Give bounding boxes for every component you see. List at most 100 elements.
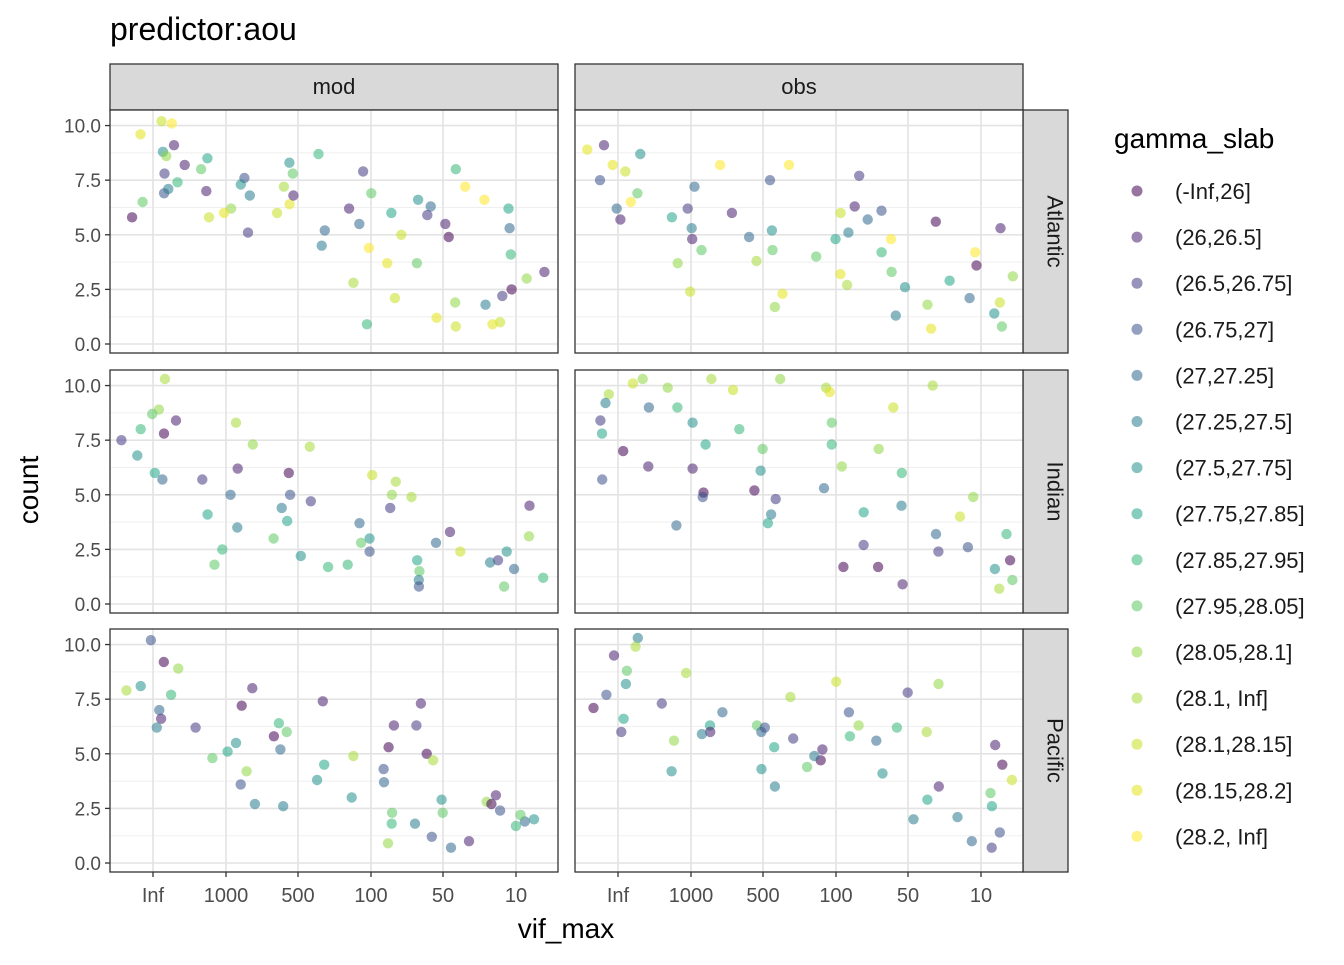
data-point xyxy=(158,656,169,668)
data-point xyxy=(970,247,981,258)
data-point xyxy=(343,203,355,214)
y-tick-label: 2.5 xyxy=(75,280,101,301)
data-point xyxy=(596,428,608,439)
data-point xyxy=(854,170,865,181)
data-point xyxy=(427,755,439,766)
data-point xyxy=(801,761,813,773)
strip-pacific xyxy=(1022,628,1069,873)
data-point xyxy=(386,207,397,219)
data-point xyxy=(304,441,315,452)
data-point xyxy=(431,312,442,323)
data-point xyxy=(217,544,228,555)
data-point xyxy=(273,718,285,729)
panel-border xyxy=(574,369,1024,614)
data-point xyxy=(510,820,522,832)
data-point xyxy=(168,140,180,151)
data-point xyxy=(996,321,1008,332)
data-point xyxy=(322,561,334,573)
data-point xyxy=(157,474,168,485)
data-point xyxy=(853,720,864,731)
data-point xyxy=(406,491,417,503)
data-point xyxy=(668,735,680,746)
data-point xyxy=(202,509,213,520)
data-point xyxy=(361,319,373,330)
data-point xyxy=(749,485,760,496)
panel-background xyxy=(110,629,558,872)
data-point xyxy=(765,509,777,520)
data-point xyxy=(283,467,294,479)
data-point xyxy=(284,157,295,168)
data-point xyxy=(682,203,693,214)
data-point xyxy=(764,175,776,186)
data-point xyxy=(902,687,913,698)
data-point xyxy=(831,676,842,687)
data-point xyxy=(896,500,907,511)
data-point xyxy=(386,807,398,818)
data-point xyxy=(190,722,201,733)
data-point xyxy=(313,148,324,160)
data-point xyxy=(235,779,246,790)
data-point xyxy=(524,500,535,511)
data-point xyxy=(1006,774,1018,786)
y-tick-label: 2.5 xyxy=(75,799,101,820)
legend-item-27-25-27-5: (27.25,27.5] xyxy=(1131,410,1292,435)
panel-background xyxy=(575,629,1023,872)
data-point xyxy=(995,223,1006,234)
data-point xyxy=(611,203,622,214)
data-point xyxy=(700,439,711,450)
data-point xyxy=(886,266,897,278)
data-point xyxy=(378,777,390,788)
data-point xyxy=(836,461,847,472)
data-point xyxy=(363,242,375,254)
data-point xyxy=(450,321,461,332)
y-tick-label: 0.0 xyxy=(75,854,101,875)
data-point xyxy=(480,299,491,310)
data-point xyxy=(501,546,512,557)
panel-border xyxy=(109,369,559,614)
data-point xyxy=(933,781,944,792)
legend-key xyxy=(1131,369,1143,381)
strip-label-indian: Indian xyxy=(1043,462,1068,522)
legend-label: (28.1, Inf] xyxy=(1175,686,1268,711)
data-point xyxy=(426,831,437,842)
data-point xyxy=(876,205,887,216)
data-point xyxy=(944,275,955,286)
data-point xyxy=(244,190,255,201)
legend-label: (27.25,27.5] xyxy=(1175,410,1292,435)
data-point xyxy=(1007,574,1018,586)
legend-key xyxy=(1131,277,1143,289)
x-tick-label: Inf xyxy=(142,885,165,907)
x-tick-label: 50 xyxy=(432,885,454,907)
data-point xyxy=(672,402,683,413)
x-tick-label: 500 xyxy=(746,885,779,907)
data-point xyxy=(775,373,786,385)
data-point xyxy=(662,382,673,393)
data-point xyxy=(897,579,908,590)
data-point xyxy=(411,258,423,269)
strip-label-pacific: Pacific xyxy=(1043,718,1068,783)
y-tick-label: 7.5 xyxy=(75,431,101,452)
legend-item-27-95-28-05: (27.95,28.05] xyxy=(1131,594,1305,619)
data-point xyxy=(355,537,367,548)
data-point xyxy=(386,818,397,829)
panel-mod-indian: 0.0 2.5 5.0 7.5 10.0 xyxy=(64,369,559,616)
data-point xyxy=(492,555,504,566)
legend-item-28-05-28-1: (28.05,28.1] xyxy=(1131,640,1292,665)
legend-label: (28.05,28.1] xyxy=(1175,640,1292,665)
data-point xyxy=(165,689,177,700)
data-point xyxy=(849,201,860,212)
data-point xyxy=(151,722,162,733)
data-point xyxy=(386,489,398,500)
data-point xyxy=(615,214,626,225)
data-point xyxy=(121,685,132,696)
data-point xyxy=(994,297,1005,308)
legend-item-inf-26: (-Inf,26] xyxy=(1131,179,1251,204)
data-point xyxy=(163,183,174,195)
data-point xyxy=(396,229,407,240)
data-point xyxy=(319,759,330,770)
data-point xyxy=(896,467,907,479)
x-tick-label: 100 xyxy=(819,885,852,907)
data-point xyxy=(632,632,643,644)
x-tick-label: 1000 xyxy=(204,885,249,907)
data-point xyxy=(666,766,677,777)
